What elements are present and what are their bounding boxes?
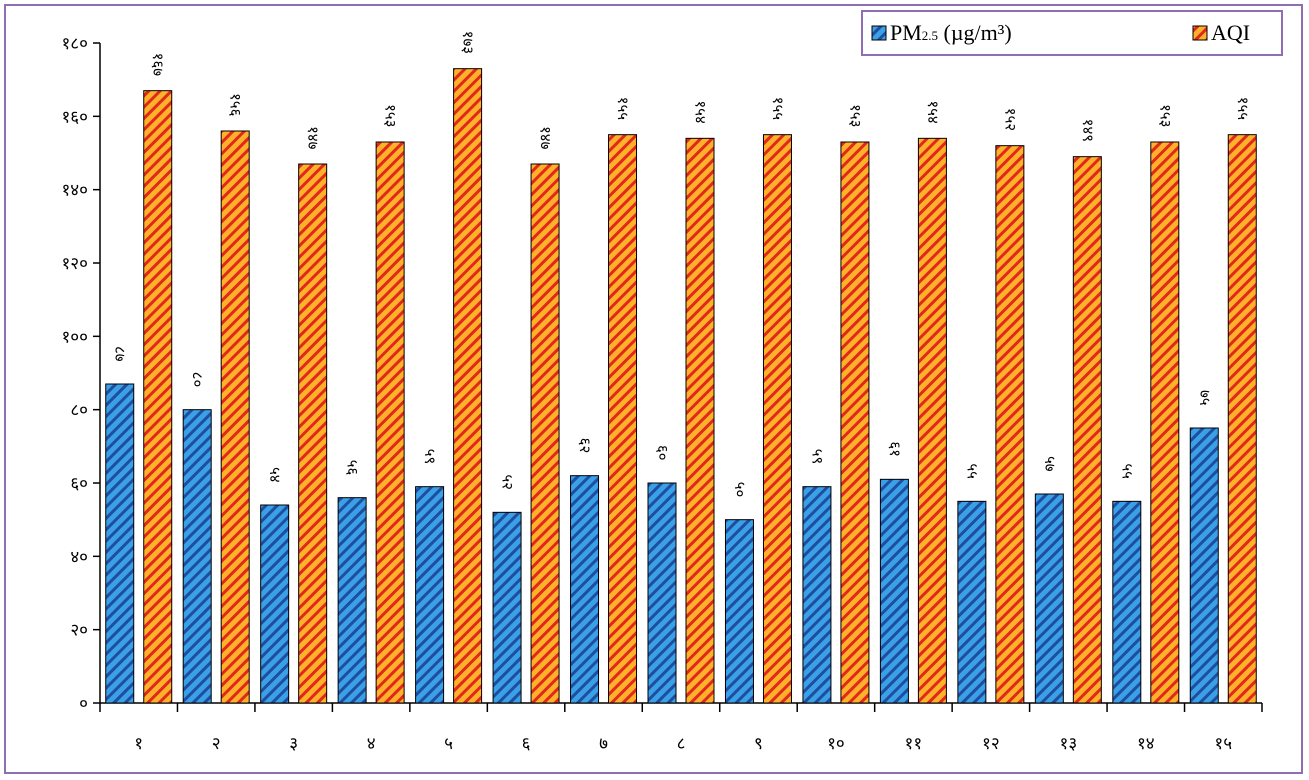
aqi-bar [453, 68, 483, 704]
aqi-data-label: १५४ [924, 100, 942, 124]
pm25-bar [492, 511, 522, 704]
pm25-bar [182, 409, 212, 704]
pm25-bar [647, 482, 677, 704]
x-tick-label: ४ [367, 734, 376, 754]
pm25-data-label: ६१ [886, 441, 904, 457]
x-tick-label: १३ [1059, 734, 1077, 754]
aqi-bar [840, 141, 870, 704]
pm25-data-label: ५० [731, 482, 749, 498]
aqi-bar [1227, 134, 1257, 704]
pm25-bar [957, 500, 987, 704]
aqi-data-label: १५३ [1156, 104, 1174, 127]
x-tick-label: ५ [444, 734, 453, 754]
pm25-bar [1034, 493, 1064, 704]
y-tick-label: २० [70, 621, 88, 641]
pm25-data-label: ५२ [499, 474, 517, 490]
legend: PM2.5 (µg/m³) AQI [861, 10, 1283, 56]
aqi-data-label: १५५ [769, 97, 787, 121]
aqi-bar [608, 134, 638, 704]
data-labels: ८७ ८० ५४ ५६ ५९ ५२ ६२ ६० ५० ५९ ६१ ५५ ५७ ५५ ७५ १६७ १५६ १४७ १… [111, 31, 1252, 498]
legend-label-aqi: AQI [1211, 20, 1250, 45]
y-tick-label: ६० [70, 474, 88, 494]
pm25-data-label: ५९ [421, 449, 439, 465]
pm25-bar [802, 486, 832, 704]
pm25-data-label: ५४ [266, 467, 284, 483]
y-tick-label: १२० [61, 254, 88, 274]
aqi-data-label: १६७ [149, 53, 167, 77]
pm25-bar [879, 478, 909, 704]
aqi-bar [685, 137, 715, 704]
legend-swatch-aqi [1192, 25, 1208, 41]
y-tick-label: १६० [61, 107, 88, 127]
aqi-bar [143, 90, 173, 704]
pm25-data-label: ५९ [808, 449, 826, 465]
aqi-bar [995, 145, 1025, 704]
aqi-data-label: १५५ [614, 97, 632, 121]
aqi-data-label: १५३ [846, 104, 864, 127]
bars [105, 68, 1257, 704]
pm25-bar [570, 475, 600, 704]
pm25-data-label: ५६ [344, 460, 362, 476]
pm25-data-label: ६० [654, 445, 672, 461]
pm25-bar [1189, 427, 1219, 704]
x-tick-label: ७ [599, 734, 608, 754]
aqi-bar [917, 137, 947, 704]
x-tick-label: १४ [1137, 734, 1155, 754]
aqi-data-label: १४७ [304, 126, 322, 150]
y-tick-label: १४० [61, 181, 88, 201]
pm25-bar [724, 519, 754, 704]
aqi-data-label: १४९ [1079, 119, 1097, 142]
x-tick-label: १ [134, 734, 143, 754]
pm25-data-label: ८७ [111, 346, 129, 362]
pm25-bar [415, 486, 445, 704]
x-tick-label: ९ [754, 734, 763, 754]
pm25-data-label: ६२ [576, 438, 594, 454]
pm25-data-label: ८० [189, 372, 207, 388]
aqi-bar [220, 130, 250, 704]
aqi-data-label: १७३ [459, 31, 477, 54]
legend-swatch-pm25 [871, 25, 887, 41]
y-tick-label: ० [79, 694, 88, 714]
aqi-data-label: १५४ [692, 100, 710, 124]
y-tick-label: १८० [61, 34, 88, 54]
x-tick-label: १५ [1214, 734, 1232, 754]
aqi-data-label: १४७ [537, 126, 555, 150]
aqi-data-label: १५५ [1234, 97, 1252, 121]
pm25-bar [1112, 500, 1142, 704]
legend-box [861, 10, 1283, 56]
pm25-bar [260, 504, 290, 704]
x-tick-label: ८ [677, 734, 686, 754]
aqi-bar [762, 134, 792, 704]
pm25-data-label: ७५ [1196, 390, 1214, 406]
y-tick-label: १०० [61, 327, 88, 347]
y-tick-label: ४० [70, 547, 88, 567]
aqi-bar [1150, 141, 1180, 704]
aqi-bar [375, 141, 405, 704]
pm25-bar [337, 497, 367, 704]
x-tick-label: २ [212, 734, 221, 754]
pm25-bar [105, 383, 135, 704]
aqi-data-label: १५२ [1001, 108, 1019, 131]
pm25-data-label: ५५ [1118, 463, 1136, 479]
aqi-bar [1072, 156, 1102, 704]
x-tick-label: ३ [289, 734, 298, 754]
aqi-data-label: १५६ [227, 93, 245, 117]
aqi-bar [298, 163, 328, 704]
x-tick-label: १० [827, 734, 845, 754]
pm25-data-label: ५५ [963, 463, 981, 479]
x-tick-label: ११ [905, 734, 923, 754]
aqi-bar [530, 163, 560, 704]
y-tick-label: ८० [70, 401, 88, 421]
x-tick-label: ६ [522, 734, 531, 754]
legend-label-pm25: PM2.5 (µg/m³) [890, 20, 1012, 45]
x-tick-label: १२ [982, 734, 1000, 754]
aqi-data-label: १५३ [382, 104, 400, 127]
pm25-data-label: ५७ [1041, 456, 1059, 472]
